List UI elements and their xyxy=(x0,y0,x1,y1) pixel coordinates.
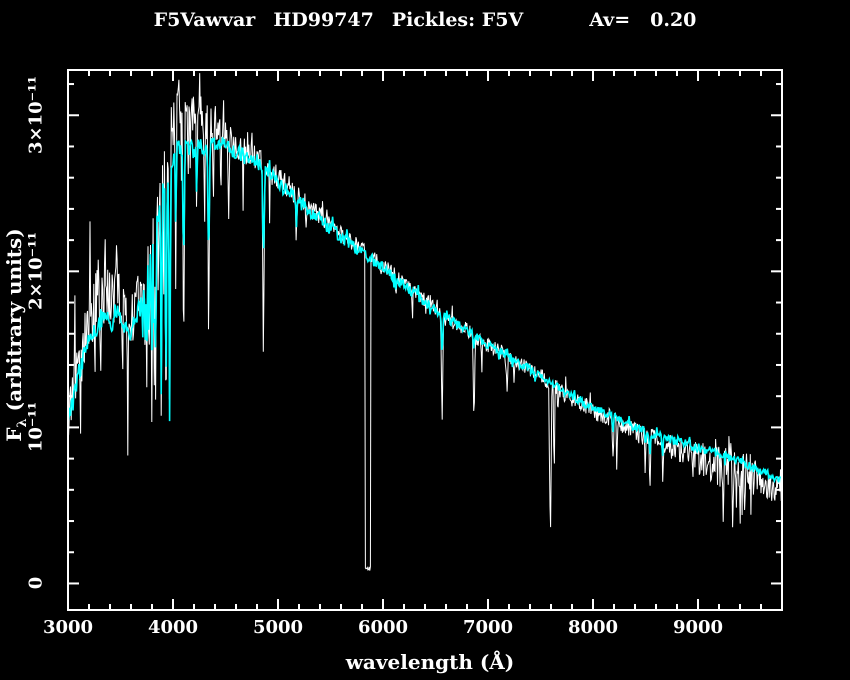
x-tick-label-8000: 8000 xyxy=(567,617,619,638)
title-template-label: Pickles: F5V xyxy=(391,9,524,31)
y-tick-label-1: 10⁻¹¹ xyxy=(25,402,47,453)
x-tick-label-5000: 5000 xyxy=(252,617,304,638)
x-axis-label: wavelength (Å) xyxy=(345,650,515,674)
observed-spectrum-line xyxy=(68,73,782,571)
title-av-label: Av= xyxy=(589,9,631,31)
y-tick-label-2: 2×10⁻¹¹ xyxy=(25,232,47,311)
title-av-value: 0.20 xyxy=(650,9,697,31)
title-hd-id: HD99747 xyxy=(273,9,374,31)
plot-frame xyxy=(67,69,783,611)
y-tick-label-3: 3×10⁻¹¹ xyxy=(25,76,47,155)
figure-title: F5Vawvar HD99747 Pickles: F5V Av= 0.20 xyxy=(0,9,850,31)
x-tick-label-9000: 9000 xyxy=(672,617,724,638)
x-tick-label-3000: 3000 xyxy=(42,617,94,638)
x-tick-label-7000: 7000 xyxy=(462,617,514,638)
title-star-name: F5Vawvar xyxy=(153,9,256,31)
ylabel-f: F xyxy=(2,427,26,442)
y-tick-label-0: 0 xyxy=(25,577,47,590)
x-tick-label-6000: 6000 xyxy=(357,617,409,638)
ylabel-units: (arbitrary units) xyxy=(2,228,26,419)
template-spectrum-line xyxy=(68,137,782,486)
x-tick-label-4000: 4000 xyxy=(147,617,199,638)
